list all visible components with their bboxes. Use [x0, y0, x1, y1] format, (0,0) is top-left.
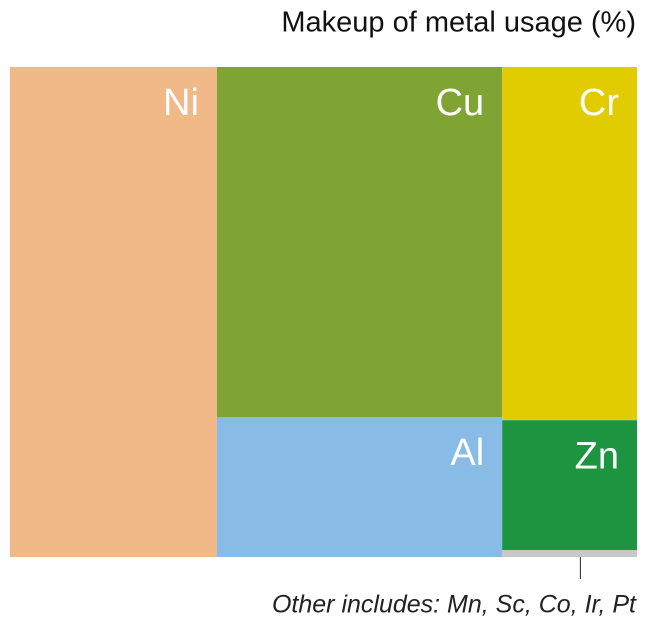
tile-label: Zn — [575, 435, 619, 477]
tile — [502, 420, 637, 551]
tile-label: Cr — [579, 82, 619, 124]
tile — [216, 67, 503, 417]
tile — [10, 67, 217, 557]
tile — [502, 67, 637, 421]
chart-title: Makeup of metal usage (%) — [281, 7, 636, 39]
tile — [502, 550, 637, 557]
tile-label: Ni — [163, 82, 199, 124]
tile-label: Cu — [436, 82, 485, 124]
annotation: Other includes: Mn, Sc, Co, Ir, Pt — [272, 591, 637, 619]
tile — [216, 417, 503, 557]
tile-label: Al — [450, 432, 484, 474]
